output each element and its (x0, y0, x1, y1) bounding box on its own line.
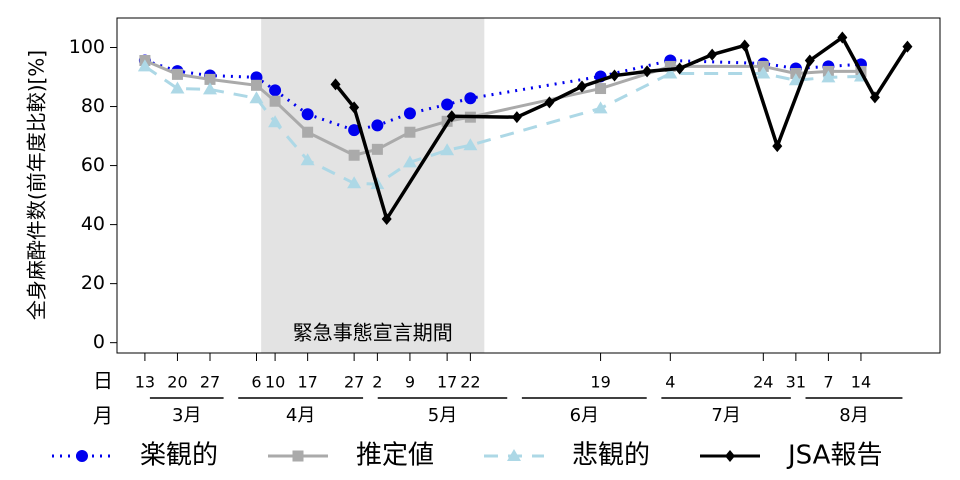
data-point (204, 73, 216, 85)
data-point (674, 62, 685, 75)
data-point (756, 66, 771, 79)
data-point (403, 107, 416, 120)
data-point (757, 60, 769, 72)
data-point (348, 149, 360, 161)
data-point (772, 140, 783, 153)
day-row-label: 日 (93, 369, 113, 393)
x-tick-label: 17 (437, 373, 457, 392)
x-tick-label: 27 (200, 373, 220, 392)
data-point (137, 59, 152, 72)
data-point (595, 83, 607, 95)
data-point (642, 65, 653, 78)
legend-marker (507, 449, 521, 461)
legend-label: JSA報告 (786, 441, 882, 471)
x-tick-label: 7 (823, 373, 833, 392)
data-point (821, 70, 836, 83)
data-point (440, 143, 455, 156)
plot-frame (116, 17, 941, 354)
x-tick-label: 14 (851, 373, 871, 392)
data-point (788, 73, 803, 86)
data-point (171, 68, 183, 80)
x-tick-label: 6 (251, 373, 261, 392)
legend-label: 悲観的 (572, 441, 650, 471)
x-tick-label: 2 (372, 373, 382, 392)
data-point (576, 80, 587, 93)
y-tick-label: 0 (93, 331, 105, 353)
data-point (463, 138, 478, 151)
month-label: 6月 (570, 405, 599, 426)
data-point (348, 124, 361, 137)
data-point (404, 126, 416, 138)
y-axis-label: 全身麻酔件数(前年度比較)[%] (25, 50, 49, 320)
y-tick-label: 80 (81, 95, 105, 117)
data-point (869, 91, 880, 104)
y-tick-label: 100 (69, 36, 105, 58)
x-tick-label: 31 (786, 373, 806, 392)
data-point (381, 213, 392, 225)
month-label: 5月 (428, 405, 457, 426)
x-tick-label: 10 (265, 373, 285, 392)
data-point (739, 39, 750, 52)
data-point (664, 60, 676, 72)
month-label: 3月 (172, 405, 201, 426)
month-label: 4月 (286, 405, 315, 426)
data-point (804, 54, 815, 67)
data-point (441, 98, 454, 111)
month-row-label: 月 (93, 404, 113, 428)
data-point (330, 78, 341, 91)
data-point (302, 126, 314, 138)
x-tick-label: 13 (135, 373, 155, 392)
x-tick-label: 24 (753, 373, 773, 392)
legend-label: 楽観的 (140, 441, 218, 471)
x-tick-label: 20 (167, 373, 187, 392)
data-point (269, 84, 282, 97)
y-tick-label: 40 (81, 213, 105, 235)
data-point (349, 101, 360, 114)
data-point (371, 143, 383, 155)
x-tick-label: 4 (665, 373, 675, 392)
data-point (464, 92, 477, 105)
month-label: 7月 (711, 405, 740, 426)
data-point (371, 119, 384, 132)
data-point (347, 176, 362, 189)
data-point (250, 79, 262, 91)
x-tick-label: 27 (344, 373, 364, 392)
x-tick-label: 19 (590, 373, 610, 392)
data-point (511, 111, 522, 124)
data-point (300, 153, 315, 166)
data-point (593, 101, 608, 114)
data-point (268, 115, 283, 128)
data-point (663, 66, 678, 79)
data-point (249, 91, 264, 104)
emergency-label: 緊急事態宣言期間 (293, 321, 453, 345)
data-point (446, 110, 457, 123)
data-point (301, 108, 314, 121)
data-point (170, 81, 185, 94)
month-label: 8月 (839, 405, 868, 426)
legend-label: 推定値 (356, 441, 434, 471)
y-tick-label: 60 (81, 154, 105, 176)
y-tick-label: 20 (81, 272, 105, 294)
legend-marker (76, 450, 88, 462)
data-point (402, 155, 417, 168)
data-point (269, 95, 281, 107)
data-point (202, 82, 217, 95)
x-tick-label: 17 (297, 373, 317, 392)
data-point (837, 31, 848, 44)
x-tick-label: 9 (405, 373, 415, 392)
x-tick-label: 22 (460, 373, 480, 392)
data-point (544, 96, 555, 109)
legend-marker (292, 450, 304, 462)
data-point (902, 40, 913, 53)
legend-marker (725, 450, 735, 462)
data-point (609, 69, 620, 82)
data-point (707, 48, 718, 61)
